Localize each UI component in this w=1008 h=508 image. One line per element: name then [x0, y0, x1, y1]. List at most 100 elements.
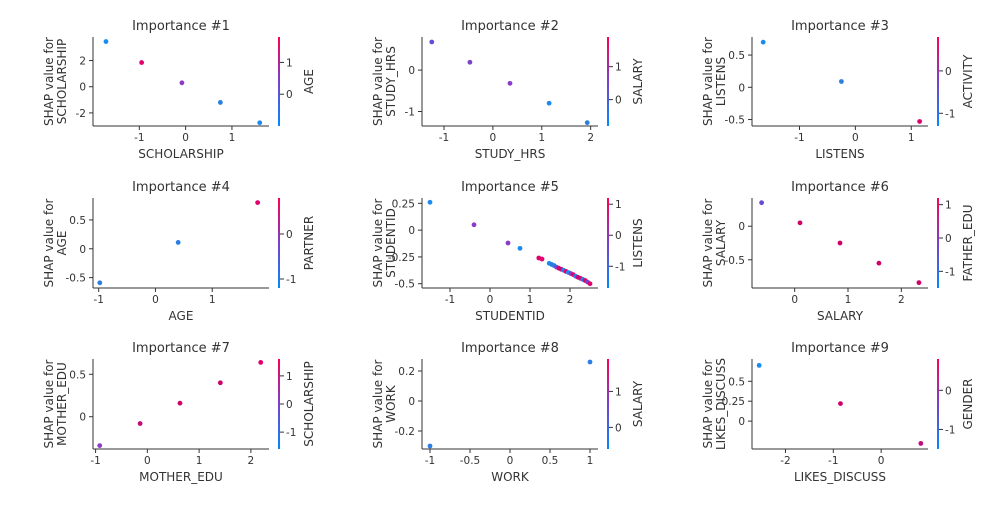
- data-point: [505, 240, 511, 246]
- data-point: [103, 39, 109, 44]
- data-point: [255, 200, 261, 206]
- data-point: [175, 240, 181, 245]
- x-tick-label: 1: [845, 294, 852, 306]
- y-axis-label: SHAP value forAGE: [42, 198, 69, 287]
- y-tick-label: 0.25: [392, 198, 415, 210]
- colorbar-tick-label: 1: [286, 57, 293, 69]
- y-tick-label: 0: [738, 416, 745, 428]
- x-tick-label: 2: [587, 132, 594, 144]
- subplot-8: Importance #8-1 -0.5 0 0.5 1-0.200.2WORKSHAP…: [371, 341, 645, 484]
- x-tick-label: -1: [93, 294, 103, 306]
- x-tick-label: 0: [144, 455, 151, 467]
- x-tick-label: 0: [487, 294, 494, 306]
- subplot-title: Importance #6: [791, 180, 889, 195]
- x-tick-label: 0: [878, 455, 885, 467]
- data-point: [137, 421, 143, 426]
- y-axis-label-line: SHAP value for: [701, 37, 715, 126]
- data-point: [427, 199, 433, 205]
- y-axis-label-line: MOTHER_EDU: [55, 362, 69, 446]
- x-tick-label: 1: [229, 132, 236, 144]
- data-point: [838, 401, 843, 407]
- x-axis-label: AGE: [169, 309, 194, 323]
- x-axis-label: LIKES_DISCUSS: [794, 470, 886, 484]
- y-axis-label-line: SHAP value for: [42, 37, 56, 126]
- y-axis-label-line: WORK: [384, 384, 398, 423]
- x-axis-label: WORK: [491, 470, 530, 484]
- y-tick-label: 0.5: [69, 369, 86, 381]
- y-tick-label: 0: [79, 412, 86, 424]
- colorbar-tick-label: 0: [615, 95, 622, 107]
- y-tick-label: 0.5: [728, 50, 745, 62]
- colorbar-label: FATHER_EDU: [961, 205, 975, 282]
- x-tick-label: -0.5: [460, 455, 481, 467]
- y-axis-label: SHAP value forSTUDY_HRS: [371, 37, 398, 126]
- x-tick-label: 1: [587, 455, 594, 467]
- y-axis-label-line: LISTENS: [714, 57, 728, 106]
- x-tick-label: -1: [794, 132, 804, 144]
- y-tick-label: 0.2: [398, 366, 415, 378]
- x-axis-label: STUDENTID: [475, 309, 545, 323]
- x-tick-label: -1: [90, 455, 100, 467]
- x-tick-label: 1: [196, 455, 203, 467]
- colorbar-tick-label: -1: [945, 108, 955, 120]
- x-tick-label: -1: [828, 455, 838, 467]
- y-tick-label: 0: [79, 244, 86, 256]
- data-point: [427, 443, 433, 449]
- colorbar-label: PARTNER: [302, 216, 316, 270]
- y-tick-label: 0: [738, 82, 745, 94]
- y-axis-label-line: SHAP value for: [371, 198, 385, 287]
- data-point: [546, 100, 552, 106]
- y-tick-label: 0.5: [728, 376, 745, 388]
- y-tick-label: -1: [405, 107, 415, 119]
- colorbar-label: SALARY: [631, 380, 645, 427]
- y-tick-label: -0.5: [395, 279, 416, 291]
- colorbar: [607, 37, 609, 126]
- x-tick-label: 2: [567, 294, 574, 306]
- subplot-title: Importance #2: [461, 19, 559, 34]
- colorbar-label: AGE: [302, 69, 316, 94]
- data-point: [177, 400, 183, 406]
- colorbar-tick-label: -1: [286, 427, 296, 439]
- x-tick-label: -2: [780, 455, 790, 467]
- data-point: [916, 280, 922, 286]
- colorbar: [937, 359, 939, 449]
- data-point: [467, 59, 473, 65]
- x-tick-label: -1: [134, 132, 144, 144]
- colorbar-tick-label: -1: [615, 261, 625, 273]
- y-tick-label: 0: [408, 225, 415, 237]
- y-tick-label: -0.5: [66, 273, 87, 285]
- colorbar-label: SALARY: [631, 58, 645, 105]
- data-point: [471, 222, 477, 228]
- y-tick-label: 2: [79, 56, 86, 68]
- colorbar-tick-label: 1: [945, 200, 952, 212]
- y-axis-label-line: SHAP value for: [42, 359, 56, 448]
- subplot-title: Importance #8: [461, 341, 559, 356]
- y-tick-label: -0.2: [395, 426, 416, 438]
- x-axis-label: SALARY: [817, 309, 864, 323]
- y-tick-label: -0.5: [725, 115, 746, 127]
- colorbar-tick-label: -1: [945, 266, 955, 278]
- y-tick-label: -2: [76, 108, 86, 120]
- data-point: [97, 443, 103, 449]
- y-axis-label: SHAP value forLIKES_DISCUSS: [701, 358, 728, 450]
- data-point: [587, 281, 593, 287]
- y-tick-label: 0.25: [722, 396, 745, 408]
- y-axis-label-line: AGE: [55, 231, 69, 256]
- x-axis-label: LISTENS: [815, 147, 864, 161]
- data-point: [429, 39, 435, 45]
- y-axis-label-line: STUDY_HRS: [384, 46, 398, 117]
- x-tick-label: 0: [152, 294, 159, 306]
- colorbar-tick-label: 0: [945, 233, 952, 245]
- subplot-5: Importance #5-1 0 1 2-0.5-0.2500.25STUDENTI…: [371, 180, 645, 323]
- data-point: [507, 80, 513, 86]
- y-tick-label: -0.5: [725, 255, 746, 267]
- colorbar: [937, 37, 939, 126]
- colorbar-tick-label: 0: [286, 89, 293, 101]
- y-tick-label: 0: [738, 221, 745, 233]
- colorbar-tick-label: 0: [945, 66, 952, 78]
- x-axis-label: MOTHER_EDU: [139, 470, 223, 484]
